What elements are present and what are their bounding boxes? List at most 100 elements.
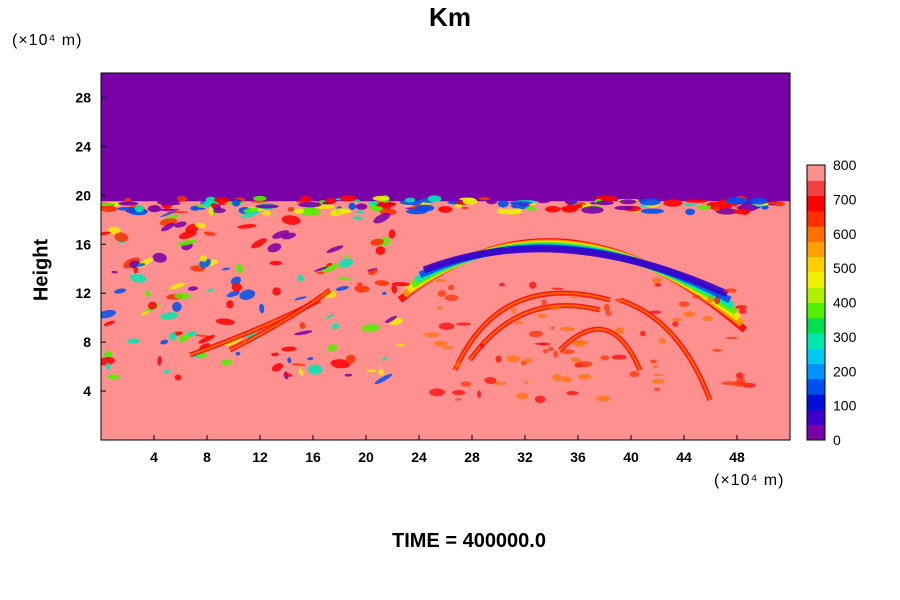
x-tick-label: 48	[729, 449, 745, 465]
texture-patch	[287, 206, 295, 212]
texture-patch	[595, 200, 614, 206]
x-tick-label: 28	[464, 449, 480, 465]
texture-patch	[497, 200, 509, 208]
texture-patch	[160, 339, 169, 345]
texture-patch	[314, 266, 329, 272]
curve-feature	[229, 289, 331, 351]
texture-patch	[293, 208, 304, 214]
texture-patch	[331, 322, 340, 330]
texture-patch	[344, 373, 353, 377]
texture-patch	[235, 351, 241, 356]
texture-patch	[614, 327, 625, 334]
texture-patch	[271, 363, 284, 372]
texture-patch	[178, 333, 191, 343]
colorbar-swatch	[807, 195, 825, 212]
x-tick-label: 32	[517, 449, 533, 465]
texture-patch	[433, 340, 448, 347]
texture-patch	[104, 350, 113, 359]
texture-patch	[406, 208, 428, 215]
texture-patch	[547, 346, 554, 352]
texture-patch	[663, 199, 683, 207]
x-tick: 48	[729, 435, 745, 465]
texture-patch	[581, 206, 604, 214]
texture-patch	[448, 284, 455, 291]
texture-patch	[509, 201, 533, 205]
texture-patch	[338, 258, 354, 268]
colorbar-swatch	[807, 180, 825, 197]
texture-patch	[148, 301, 157, 310]
texture-patch	[206, 288, 214, 293]
texture-patch	[307, 357, 314, 361]
texture-patch	[103, 320, 116, 326]
texture-patch	[685, 208, 696, 216]
texture-patch	[441, 345, 455, 350]
texture-patch	[537, 313, 547, 318]
texture-patch	[176, 195, 188, 202]
texture-patch	[221, 359, 232, 366]
colorbar: 0 100 200 300 400 500 600 700 800	[806, 157, 857, 448]
texture-patch	[361, 324, 380, 332]
texture-patch	[251, 238, 267, 249]
y-axis-ticks: 4 8 12 16 20 24 28	[75, 89, 106, 399]
texture-patch	[269, 260, 283, 266]
texture-patch	[144, 290, 151, 298]
x-tick: 28	[464, 435, 480, 465]
colorbar-swatch	[807, 424, 825, 441]
texture-patch	[325, 313, 335, 320]
texture-patch	[316, 271, 325, 275]
texture-patch	[595, 395, 611, 402]
texture-patch	[193, 207, 206, 210]
texture-patch	[210, 203, 217, 208]
texture-patch	[436, 306, 443, 310]
texture-patch	[639, 198, 661, 206]
texture-patch	[174, 221, 187, 228]
y-tick-label: 24	[75, 138, 91, 154]
texture-patch	[194, 222, 206, 229]
texture-patch	[239, 289, 256, 300]
texture-patch	[722, 204, 731, 208]
texture-patch	[495, 355, 502, 363]
colorbar-swatch	[807, 165, 825, 181]
texture-patch	[438, 322, 455, 330]
x-tick: 24	[411, 435, 427, 465]
texture-patch	[157, 198, 180, 206]
texture-patch	[391, 284, 398, 294]
texture-patch	[444, 294, 459, 302]
texture-patch	[271, 352, 280, 357]
texture-patch	[454, 203, 463, 209]
texture-patch	[172, 301, 182, 312]
texture-patch	[237, 224, 257, 229]
texture-patch	[559, 349, 575, 355]
texture-patch	[484, 377, 497, 384]
texture-patch	[130, 273, 147, 283]
texture-patch	[326, 245, 344, 253]
texture-patch	[281, 232, 296, 240]
texture-patch	[291, 363, 306, 366]
colorbar-swatch	[807, 317, 825, 334]
texture-patch	[187, 286, 199, 291]
texture-patch	[549, 304, 562, 311]
texture-patch	[560, 376, 572, 383]
texture-patch	[174, 374, 182, 381]
texture-patch	[231, 282, 243, 292]
texture-patch	[307, 364, 323, 375]
x-tick-label: 16	[305, 449, 321, 465]
texture-patch	[640, 330, 646, 337]
texture-patch	[552, 373, 563, 382]
colorbar-swatch	[807, 271, 825, 288]
texture-patch	[564, 197, 578, 205]
texture-patch	[648, 310, 662, 314]
texture-patch	[524, 380, 529, 385]
colorbar-swatch	[807, 348, 825, 365]
texture-patch	[105, 362, 111, 370]
texture-patch	[329, 208, 346, 217]
colorbar-swatch	[807, 210, 825, 227]
curve-feature	[619, 299, 711, 401]
texture-patch	[725, 197, 748, 205]
texture-patch	[354, 285, 370, 293]
colorbar-swatch	[807, 302, 825, 319]
colorbar-swatch	[807, 409, 825, 426]
texture-patch	[725, 336, 739, 340]
y-tick: 12	[75, 285, 106, 301]
